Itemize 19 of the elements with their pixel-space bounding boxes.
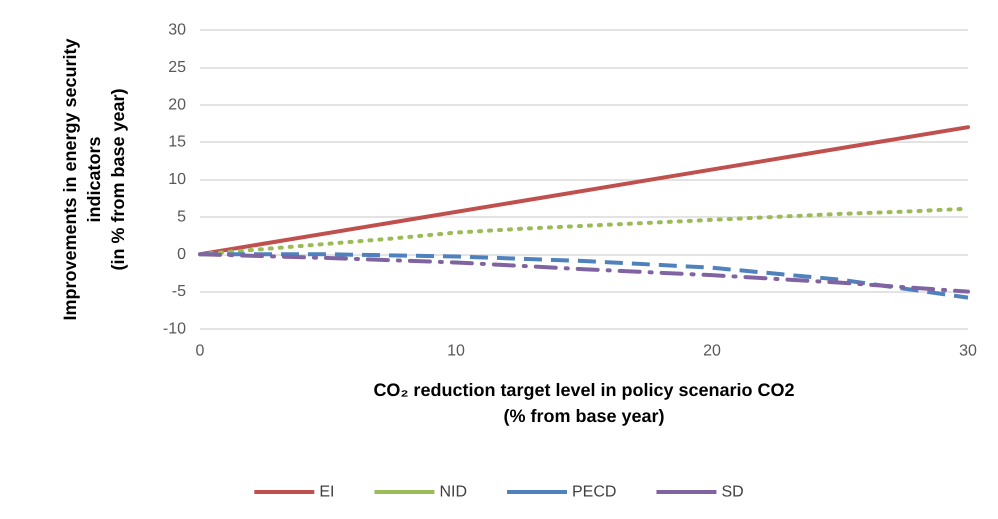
y-tick-label: 10 [168, 171, 186, 188]
legend-label: EI [319, 484, 334, 500]
y-tick-label: 15 [168, 134, 186, 151]
x-tick-label: 0 [196, 342, 205, 360]
legend-label: NID [439, 484, 468, 500]
y-tick-label: 30 [168, 22, 186, 38]
y-tick-label: -5 [172, 283, 186, 300]
y-tick-label: 5 [177, 208, 186, 226]
legend-label: PECD [572, 484, 616, 500]
x-tick-label: 20 [703, 342, 721, 360]
x-tick-label: 10 [447, 342, 465, 360]
x-tick-label: 30 [959, 342, 977, 360]
legend-label: SD [721, 484, 744, 500]
y-tick-label: 25 [168, 58, 186, 76]
y-tick-label: 0 [177, 246, 186, 263]
x-axis-title: CO₂ reduction target level in policy scenario CO2 (% from base year) [373, 380, 795, 426]
y-axis-title: Improvements in energy security indicators (in % from base year) [60, 38, 128, 321]
y-tick-label: -10 [162, 320, 186, 338]
y-tick-label: 20 [168, 96, 186, 114]
